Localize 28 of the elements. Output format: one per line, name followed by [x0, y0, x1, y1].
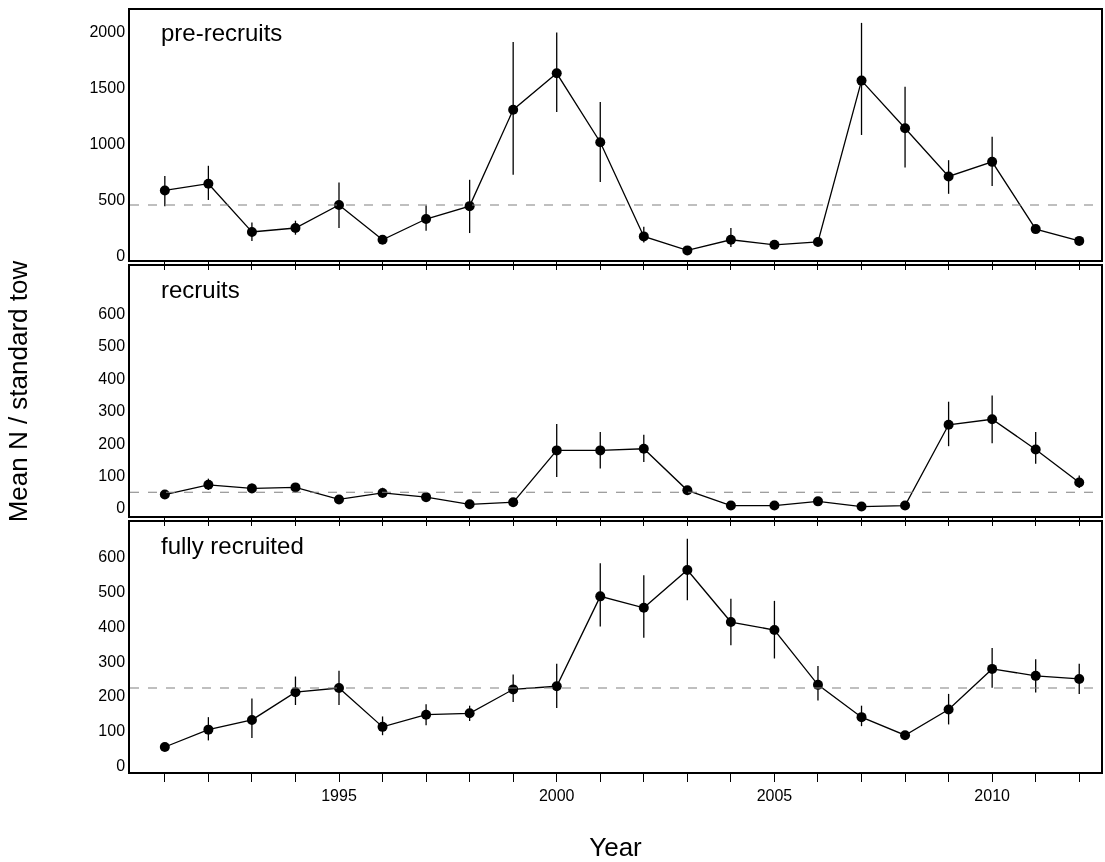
y-tick-label: 600 — [98, 304, 126, 322]
y-tick-label: 300 — [98, 652, 126, 670]
y-tick-label: 200 — [98, 687, 126, 705]
y-tick-label: 1000 — [89, 134, 126, 152]
x-tick-label: 2000 — [538, 786, 575, 804]
y-axis-title: Mean N / standard tow — [3, 260, 34, 523]
y-tick-label: 0 — [116, 756, 126, 774]
x-tick-label: 2005 — [756, 786, 793, 804]
y-tick-label: 400 — [98, 369, 126, 387]
y-tick-label: 500 — [98, 191, 126, 209]
x-tick-label: 2010 — [974, 786, 1011, 804]
y-tick-label: 0 — [116, 247, 126, 265]
y-tick-label: 100 — [98, 721, 126, 739]
y-tick-label: 300 — [98, 402, 126, 420]
annotation: recruits — [161, 276, 240, 303]
y-tick-label: 1500 — [89, 78, 126, 96]
y-tick-label: 500 — [98, 583, 126, 601]
y-tick-label: 400 — [98, 617, 126, 635]
x-axis-title: Year — [589, 832, 643, 862]
y-tick-label: 0 — [116, 499, 126, 517]
annotation: pre-recruits — [161, 19, 283, 46]
x-tick-label: 1995 — [321, 786, 357, 804]
y-tick-label: 200 — [98, 434, 126, 452]
y-tick-label: 2000 — [89, 22, 126, 40]
y-tick-label: 100 — [98, 466, 126, 484]
annotation: fully recruited — [161, 532, 304, 559]
y-tick-label: 500 — [98, 337, 126, 355]
y-tick-label: 600 — [98, 548, 126, 566]
